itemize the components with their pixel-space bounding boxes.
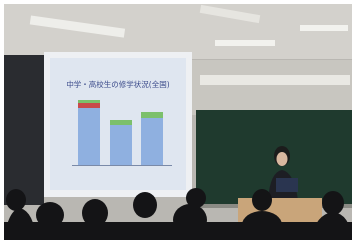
ceiling-light <box>215 40 275 46</box>
left-wall <box>4 55 44 205</box>
slide-bar-top <box>141 112 163 118</box>
slide-bar <box>110 125 132 165</box>
presenter-face <box>277 152 288 166</box>
light-strip <box>200 75 350 85</box>
photo: 中学・高校生の修学状況(全国) <box>0 0 356 244</box>
upper-wall <box>190 60 352 115</box>
page: {"slide": {"title": "中学・高校生の修学状況(全国)"}} … <box>0 0 356 244</box>
slide-bar <box>141 118 163 165</box>
slide-bar <box>78 107 100 165</box>
slide-title: 中学・高校生の修学状況(全国) <box>66 79 169 89</box>
laptop <box>276 178 298 192</box>
slide-bar-top <box>110 120 132 125</box>
ceiling-light <box>300 25 348 31</box>
ceiling <box>4 4 352 59</box>
slide-bar-top <box>78 100 100 103</box>
slide-bar-top <box>78 103 100 108</box>
slide-axis <box>72 165 172 166</box>
